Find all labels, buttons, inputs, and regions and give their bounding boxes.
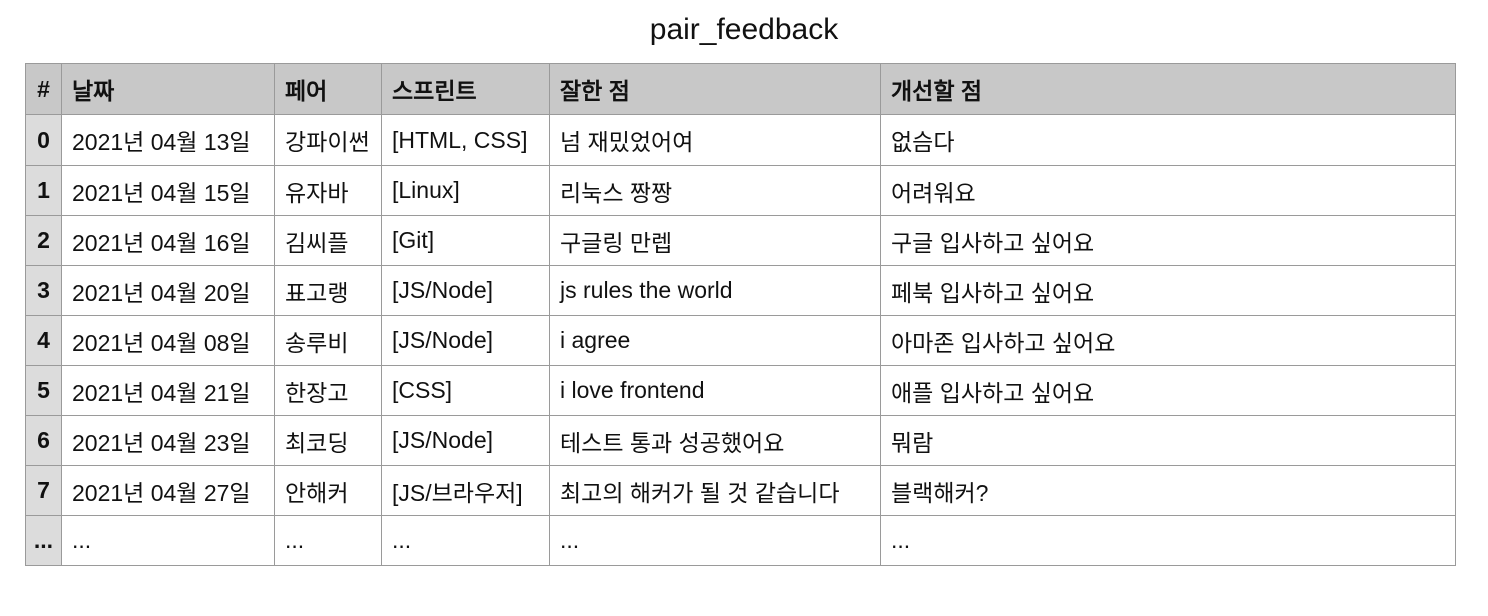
row-index: ... [25,515,62,566]
sprint-cell: [JS/Node] [381,315,550,366]
sprint-cell: [JS/Node] [381,265,550,316]
improvements-cell: 구글 입사하고 싶어요 [880,215,1456,266]
date-cell: 2021년 04월 23일 [61,415,275,466]
table-row: 5 2021년 04월 21일 한장고 [CSS] i love frontend 애플 … [25,365,1456,416]
good-points-cell: 리눅스 짱짱 [549,165,881,216]
good-points-cell: 최고의 해커가 될 것 같습니다 [549,465,881,516]
date-cell: 2021년 04월 27일 [61,465,275,516]
sprint-cell: [JS/Node] [381,415,550,466]
column-header-index: # [25,63,62,115]
good-points-cell: 테스트 통과 성공했어요 [549,415,881,466]
improvements-cell: 블랙해커? [880,465,1456,516]
feedback-table: # 날짜 페어 스프린트 잘한 점 개선할 점 0 2021년 04월 13일 강파… [25,63,1456,566]
good-points-cell: i love frontend [549,365,881,416]
table-title: pair_feedback [649,13,839,46]
pair-cell: 표고랭 [274,265,382,316]
good-points-cell: 넘 재밌었어여 [549,114,881,166]
column-header-date: 날짜 [61,63,275,115]
sprint-cell: [HTML, CSS] [381,114,550,166]
table-row: .................. [25,515,1456,566]
pair-cell: 최코딩 [274,415,382,466]
column-header-improvements: 개선할 점 [880,63,1456,115]
row-index: 1 [25,165,62,216]
column-header-pair: 페어 [274,63,382,115]
pair-cell: 유자바 [274,165,382,216]
date-cell: 2021년 04월 08일 [61,315,275,366]
pair-cell: 송루비 [274,315,382,366]
date-cell: 2021년 04월 13일 [61,114,275,166]
date-cell: 2021년 04월 20일 [61,265,275,316]
row-index: 0 [25,114,62,166]
row-index: 7 [25,465,62,516]
table-row: 2 2021년 04월 16일 김씨플 [Git] 구글링 만렙 구글 입사하고 싶어요 [25,215,1456,266]
table-row: 1 2021년 04월 15일 유자바 [Linux] 리눅스 짱짱 어려워요 [25,165,1456,216]
table-row: 3 2021년 04월 20일 표고랭 [JS/Node] js rules the w… [25,265,1456,316]
date-cell: ... [61,515,275,566]
column-header-good-points: 잘한 점 [549,63,881,115]
pair-cell: ... [274,515,382,566]
table-row: 4 2021년 04월 08일 송루비 [JS/Node] i agree 아마존 입사하… [25,315,1456,366]
row-index: 3 [25,265,62,316]
good-points-cell: ... [549,515,881,566]
header-row: # 날짜 페어 스프린트 잘한 점 개선할 점 [25,63,1456,115]
column-header-sprint: 스프린트 [381,63,550,115]
row-index: 6 [25,415,62,466]
improvements-cell: 어려워요 [880,165,1456,216]
pair-cell: 안해커 [274,465,382,516]
sprint-cell: ... [381,515,550,566]
date-cell: 2021년 04월 15일 [61,165,275,216]
row-index: 5 [25,365,62,416]
date-cell: 2021년 04월 21일 [61,365,275,416]
improvements-cell: 뭐람 [880,415,1456,466]
improvements-cell: 애플 입사하고 싶어요 [880,365,1456,416]
improvements-cell: 아마존 입사하고 싶어요 [880,315,1456,366]
date-cell: 2021년 04월 16일 [61,215,275,266]
table-row: 7 2021년 04월 27일 안해커 [JS/브라우저] 최고의 해커가 될 것 같습… [25,465,1456,516]
row-index: 2 [25,215,62,266]
pair-cell: 한장고 [274,365,382,416]
good-points-cell: 구글링 만렙 [549,215,881,266]
table-row: 6 2021년 04월 23일 최코딩 [JS/Node] 테스트 통과 성공했어요 뭐람 [25,415,1456,466]
sprint-cell: [JS/브라우저] [381,465,550,516]
sprint-cell: [Git] [381,215,550,266]
table-row: 0 2021년 04월 13일 강파이썬 [HTML, CSS] 넘 재밌었어여 없슴다 [25,114,1456,166]
improvements-cell: 페북 입사하고 싶어요 [880,265,1456,316]
row-index: 4 [25,315,62,366]
improvements-cell: 없슴다 [880,114,1456,166]
pair-cell: 김씨플 [274,215,382,266]
good-points-cell: js rules the world [549,265,881,316]
good-points-cell: i agree [549,315,881,366]
improvements-cell: ... [880,515,1456,566]
pair-cell: 강파이썬 [274,114,382,166]
sprint-cell: [Linux] [381,165,550,216]
sprint-cell: [CSS] [381,365,550,416]
